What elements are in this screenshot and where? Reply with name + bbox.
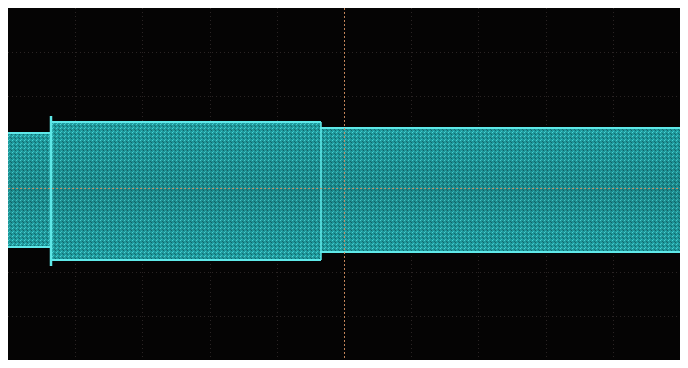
reference-lines <box>8 8 680 360</box>
oscilloscope-screen <box>8 8 680 360</box>
waveform-display <box>8 8 680 360</box>
trace-edges <box>8 116 680 266</box>
trace-segment-3-shade <box>320 127 680 253</box>
trace-segment-2-shade <box>51 121 321 261</box>
waveform-trace <box>8 116 680 266</box>
trace-segment-1-shade <box>8 132 52 248</box>
